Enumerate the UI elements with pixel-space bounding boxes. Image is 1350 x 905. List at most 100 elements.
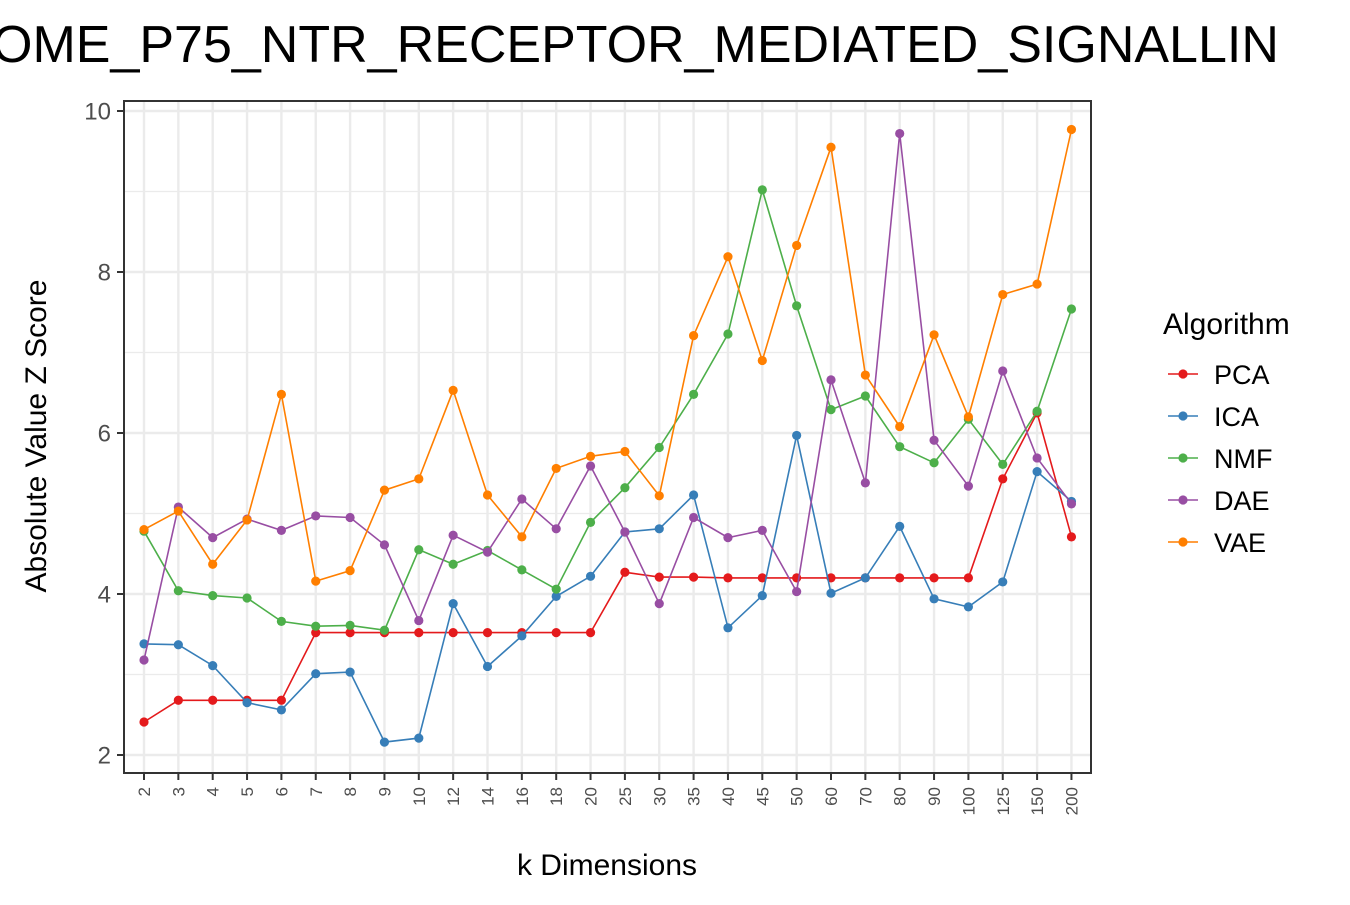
data-point-pca xyxy=(723,573,733,583)
data-point-pca xyxy=(173,695,183,705)
x-tick-label: 70 xyxy=(856,787,875,806)
data-point-dae xyxy=(345,512,355,523)
data-point-pca xyxy=(345,628,355,638)
data-point-dae xyxy=(895,128,905,139)
data-point-nmf xyxy=(276,616,286,626)
data-point-nmf xyxy=(689,389,699,399)
data-point-nmf xyxy=(311,621,321,631)
data-point-pca xyxy=(689,572,699,582)
data-point-vae xyxy=(689,330,699,341)
data-point-dae xyxy=(311,511,321,521)
data-point-dae xyxy=(208,533,218,543)
y-tick-label: 4 xyxy=(98,582,111,609)
data-point-vae xyxy=(826,142,836,152)
data-point-dae xyxy=(963,481,974,491)
data-point-vae xyxy=(998,289,1008,300)
data-point-nmf xyxy=(345,620,355,630)
data-point-vae xyxy=(276,389,286,399)
data-point-dae xyxy=(860,478,870,488)
data-point-pca xyxy=(1066,532,1077,542)
x-tick-label: 16 xyxy=(513,787,532,806)
data-point-nmf xyxy=(448,559,458,569)
y-tick-label: 6 xyxy=(98,421,111,448)
data-point-vae xyxy=(757,355,767,366)
data-point-dae xyxy=(929,435,939,445)
x-tick-label: 5 xyxy=(238,787,257,796)
series-line-nmf xyxy=(143,186,1073,632)
chart-title: OME_P75_NTR_RECEPTOR_MEDIATED_SIGNALLIN xyxy=(0,16,1279,74)
data-point-nmf xyxy=(414,545,424,555)
data-point-pca xyxy=(208,695,218,705)
data-point-dae xyxy=(826,375,836,385)
series-line-pca xyxy=(143,410,1073,723)
x-axis-title: k Dimensions xyxy=(517,849,697,882)
data-point-pca xyxy=(620,567,630,577)
data-point-dae xyxy=(1032,453,1042,463)
x-tick-label: 35 xyxy=(685,787,704,806)
data-point-nmf xyxy=(757,185,767,195)
plot-panel-border xyxy=(123,100,1092,774)
x-tick-label: 30 xyxy=(650,787,669,806)
data-point-nmf xyxy=(723,329,733,339)
data-point-ica xyxy=(654,524,664,534)
series-line-dae xyxy=(143,133,1073,661)
x-tick-label: 6 xyxy=(272,787,291,796)
data-point-vae xyxy=(379,485,390,495)
data-point-pca xyxy=(482,628,493,638)
data-point-ica xyxy=(517,631,527,641)
data-point-dae xyxy=(689,512,699,523)
data-point-nmf xyxy=(826,405,836,415)
legend-marker-nmf xyxy=(1178,453,1188,463)
x-tick-label: 80 xyxy=(891,787,910,806)
legend-label-nmf: NMF xyxy=(1214,444,1272,474)
legend-label-pca: PCA xyxy=(1214,360,1270,390)
data-point-ica xyxy=(1032,467,1042,477)
x-tick-label: 100 xyxy=(959,787,978,815)
x-tick-label: 12 xyxy=(444,787,463,806)
data-point-ica xyxy=(757,591,767,601)
y-tick-label: 2 xyxy=(98,743,111,770)
data-point-nmf xyxy=(620,483,630,493)
data-point-vae xyxy=(482,490,493,500)
data-point-nmf xyxy=(1032,406,1042,416)
series-line-ica xyxy=(143,435,1073,743)
data-point-vae xyxy=(1032,279,1042,289)
data-point-dae xyxy=(482,547,493,557)
data-point-ica xyxy=(379,737,390,747)
data-point-ica xyxy=(826,588,836,598)
data-point-ica xyxy=(860,573,870,583)
data-point-nmf xyxy=(379,625,390,635)
data-point-ica xyxy=(345,667,355,677)
x-tick-label: 90 xyxy=(925,787,944,806)
data-point-dae xyxy=(414,615,424,626)
data-point-vae xyxy=(963,412,974,422)
legend-title: Algorithm xyxy=(1163,308,1290,341)
data-point-pca xyxy=(448,628,458,638)
series-line-vae xyxy=(143,129,1073,583)
data-point-nmf xyxy=(860,391,870,401)
data-point-dae xyxy=(276,525,286,536)
data-point-nmf xyxy=(654,442,664,453)
x-tick-label: 125 xyxy=(994,787,1013,815)
data-point-dae xyxy=(448,530,458,540)
legend-marker-dae xyxy=(1178,495,1188,505)
data-point-pca xyxy=(585,628,596,638)
x-tick-label: 20 xyxy=(582,787,601,806)
data-point-vae xyxy=(792,240,802,251)
x-tick-label: 150 xyxy=(1028,787,1047,815)
x-tick-label: 25 xyxy=(616,787,635,806)
legend-marker-vae xyxy=(1178,537,1188,547)
data-point-dae xyxy=(517,494,527,504)
data-point-ica xyxy=(963,602,974,612)
data-point-pca xyxy=(551,628,561,638)
data-point-ica xyxy=(276,705,286,715)
data-point-nmf xyxy=(242,593,252,603)
data-point-nmf xyxy=(895,442,905,452)
data-point-pca xyxy=(929,573,939,583)
data-point-pca xyxy=(895,573,905,583)
x-tick-label: 40 xyxy=(719,787,738,806)
data-point-ica xyxy=(723,623,733,633)
data-point-vae xyxy=(895,421,905,432)
